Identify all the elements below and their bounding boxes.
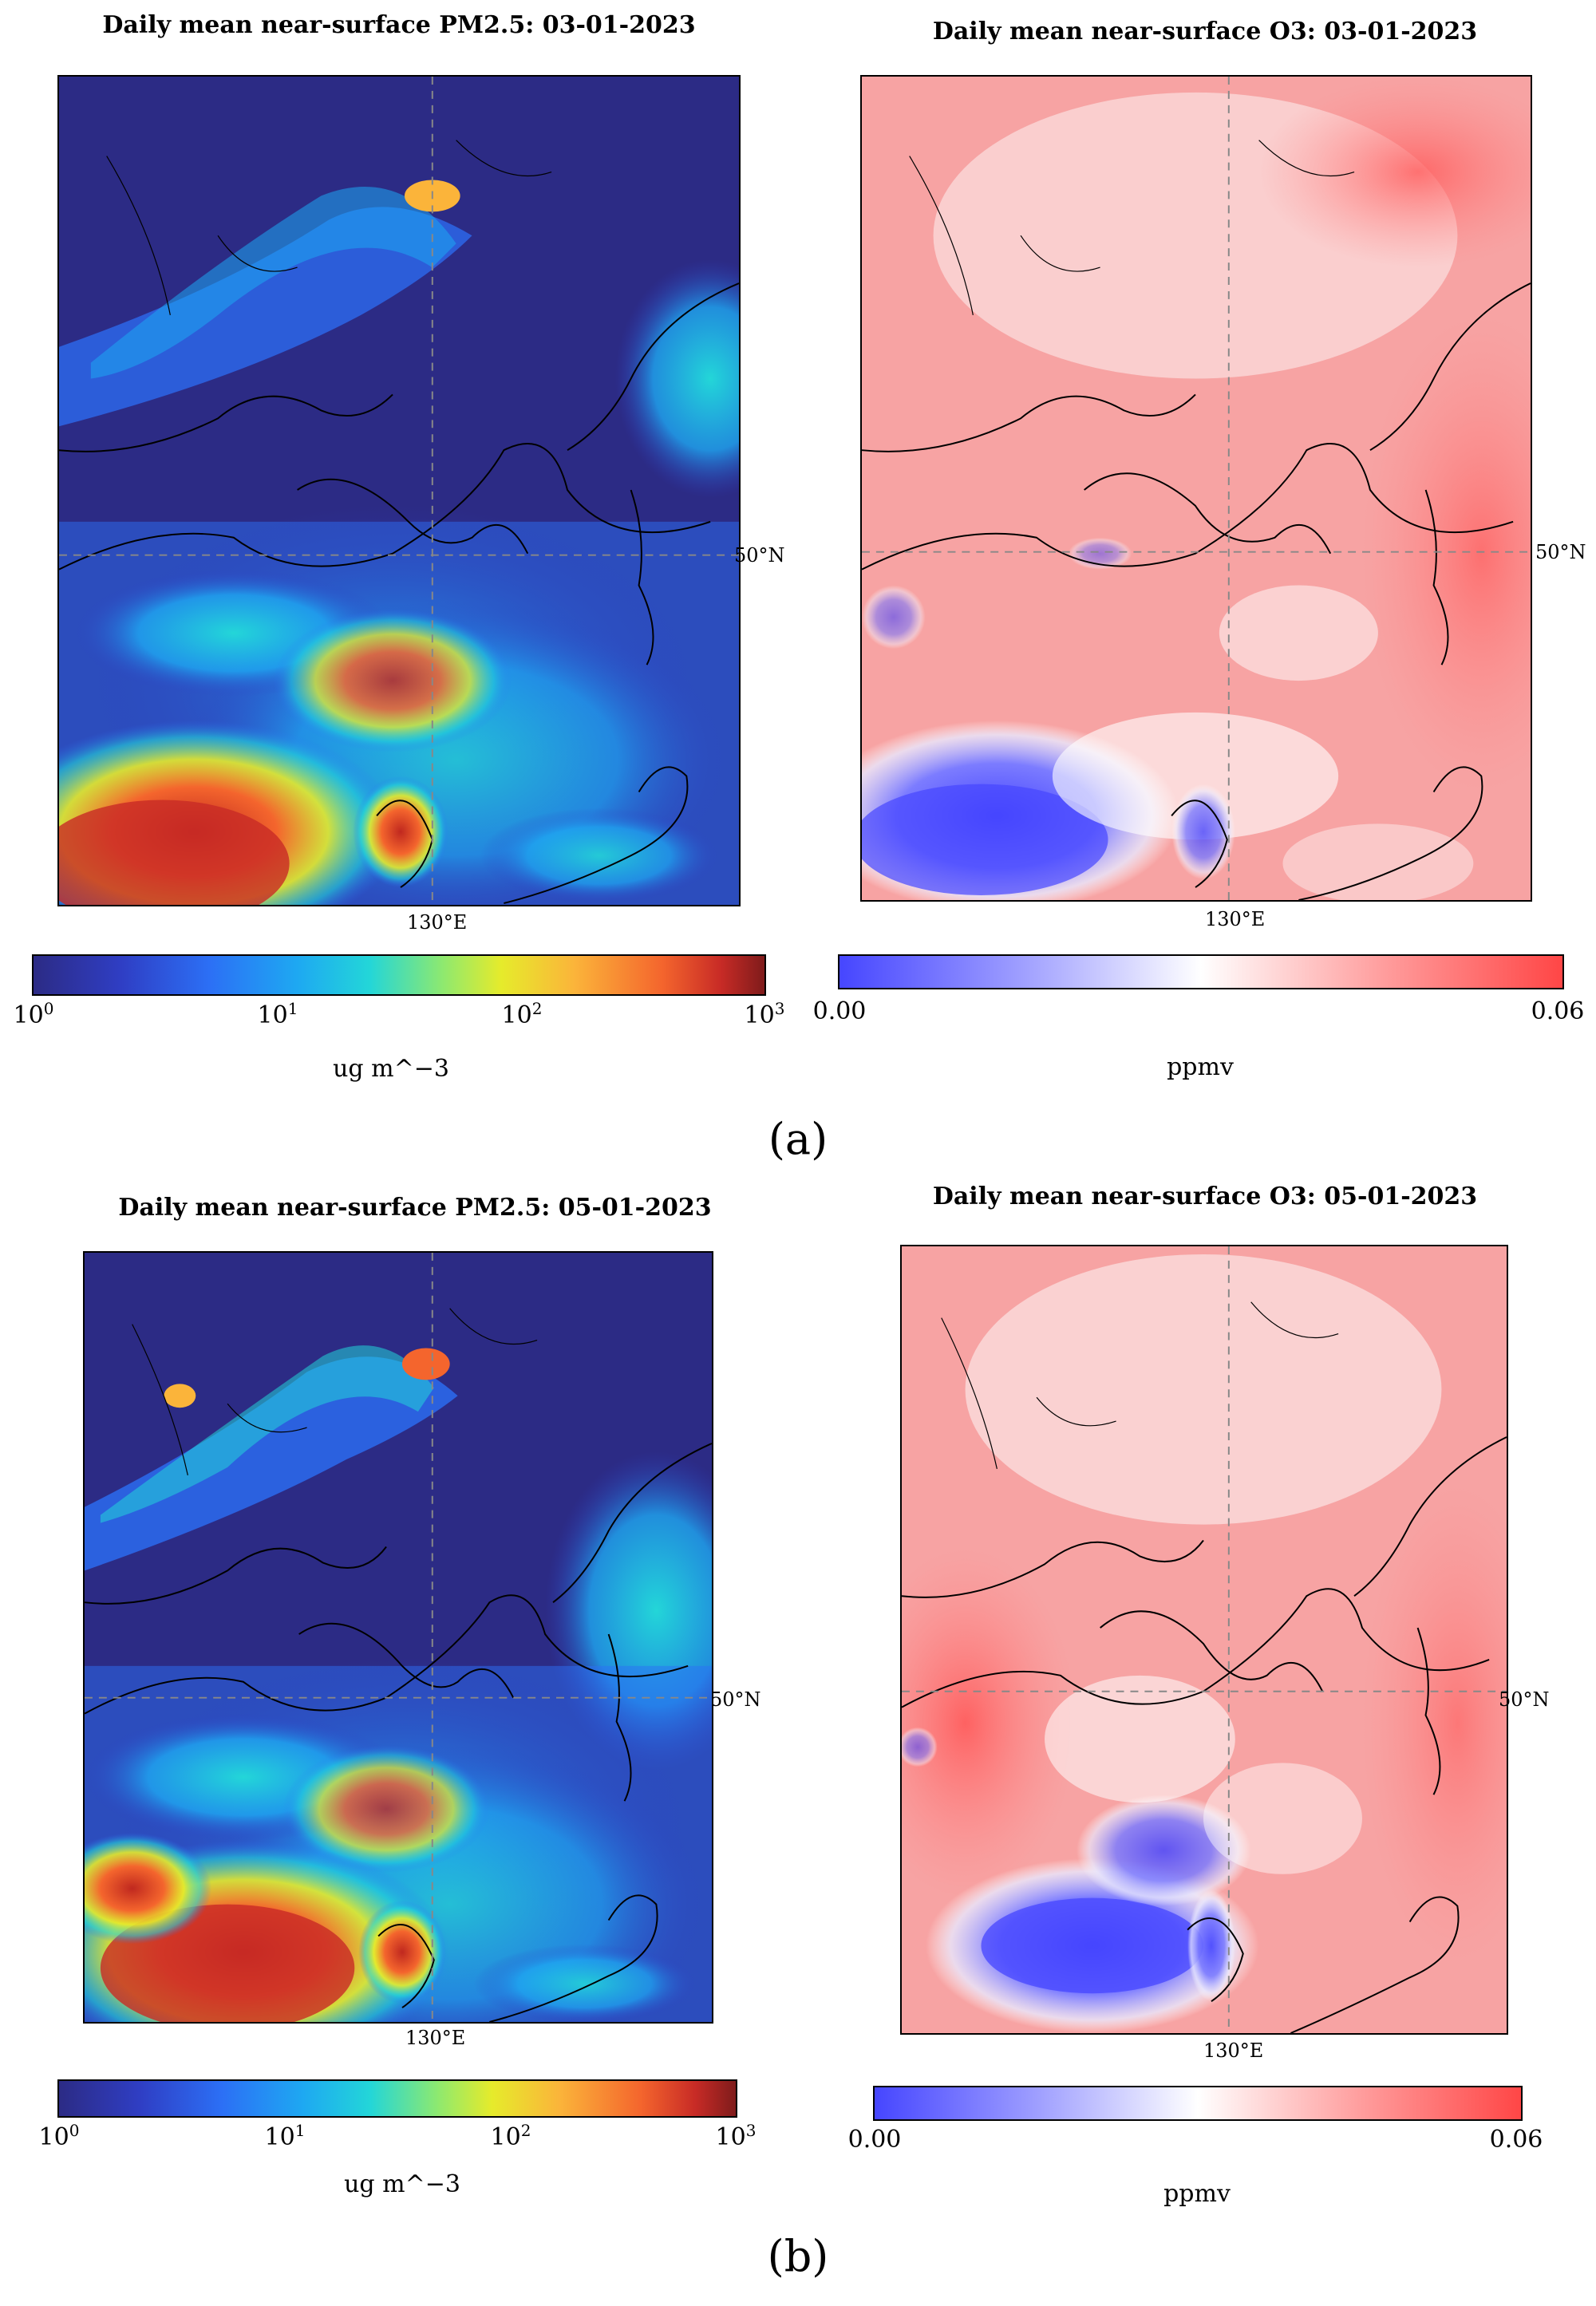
panel-label-b: (b) xyxy=(767,2231,829,2281)
panel-label-a: (a) xyxy=(768,1114,828,1164)
o3-field-b xyxy=(902,1246,1507,2033)
pm25-tick-a-3: 103 xyxy=(744,999,785,1029)
o3-colorbar-b xyxy=(873,2086,1523,2121)
lat-label-pm-a: 50°N xyxy=(734,544,785,567)
lon-label-pm-a: 130°E xyxy=(407,911,468,934)
pm25-tick-b-1: 101 xyxy=(264,2121,306,2151)
pm25-tick-a-2: 102 xyxy=(501,999,543,1029)
pm-map-title-a: Daily mean near-surface PM2.5: 03-01-202… xyxy=(102,11,696,39)
pm25-tick-b-0: 100 xyxy=(38,2121,80,2151)
pm25-field-b xyxy=(85,1253,712,2022)
o3-tick-b-max: 0.06 xyxy=(1489,2126,1543,2154)
o3-unit-a: ppmv xyxy=(1167,1053,1234,1081)
pm25-field-a xyxy=(59,77,739,905)
pm25-tick-b-2: 102 xyxy=(490,2121,531,2151)
pm25-map-a xyxy=(57,75,741,906)
lon-label-o3-b: 130°E xyxy=(1203,2039,1264,2062)
o3-map-title-b: Daily mean near-surface O3: 05-01-2023 xyxy=(932,1183,1478,1210)
o3-map-b xyxy=(900,1245,1508,2035)
o3-colorbar-a xyxy=(838,954,1564,989)
o3-map-title-a: Daily mean near-surface O3: 03-01-2023 xyxy=(932,18,1478,45)
pm25-map-b xyxy=(83,1251,713,2024)
pm-map-title-b: Daily mean near-surface PM2.5: 05-01-202… xyxy=(118,1194,712,1222)
pm25-unit-b: ug m^−3 xyxy=(344,2170,460,2198)
pm25-colorbar-b xyxy=(57,2079,737,2118)
pm25-tick-a-1: 101 xyxy=(257,999,298,1029)
lon-label-pm-b: 130°E xyxy=(405,2027,466,2049)
lat-label-o3-b: 50°N xyxy=(1499,1688,1550,1711)
lon-label-o3-a: 130°E xyxy=(1205,908,1266,930)
o3-tick-a-min: 0.00 xyxy=(812,997,867,1025)
o3-tick-b-min: 0.00 xyxy=(847,2126,902,2154)
pm25-tick-b-3: 103 xyxy=(715,2121,757,2151)
lat-label-pm-b: 50°N xyxy=(710,1688,761,1711)
lat-label-o3-a: 50°N xyxy=(1535,541,1586,563)
o3-field-a xyxy=(862,77,1531,900)
pm25-tick-a-0: 100 xyxy=(13,999,54,1029)
o3-map-a xyxy=(860,75,1532,902)
pm25-unit-a: ug m^−3 xyxy=(333,1055,449,1083)
pm25-colorbar-a xyxy=(32,954,766,996)
o3-tick-a-max: 0.06 xyxy=(1531,997,1585,1025)
o3-unit-b: ppmv xyxy=(1163,2180,1231,2208)
